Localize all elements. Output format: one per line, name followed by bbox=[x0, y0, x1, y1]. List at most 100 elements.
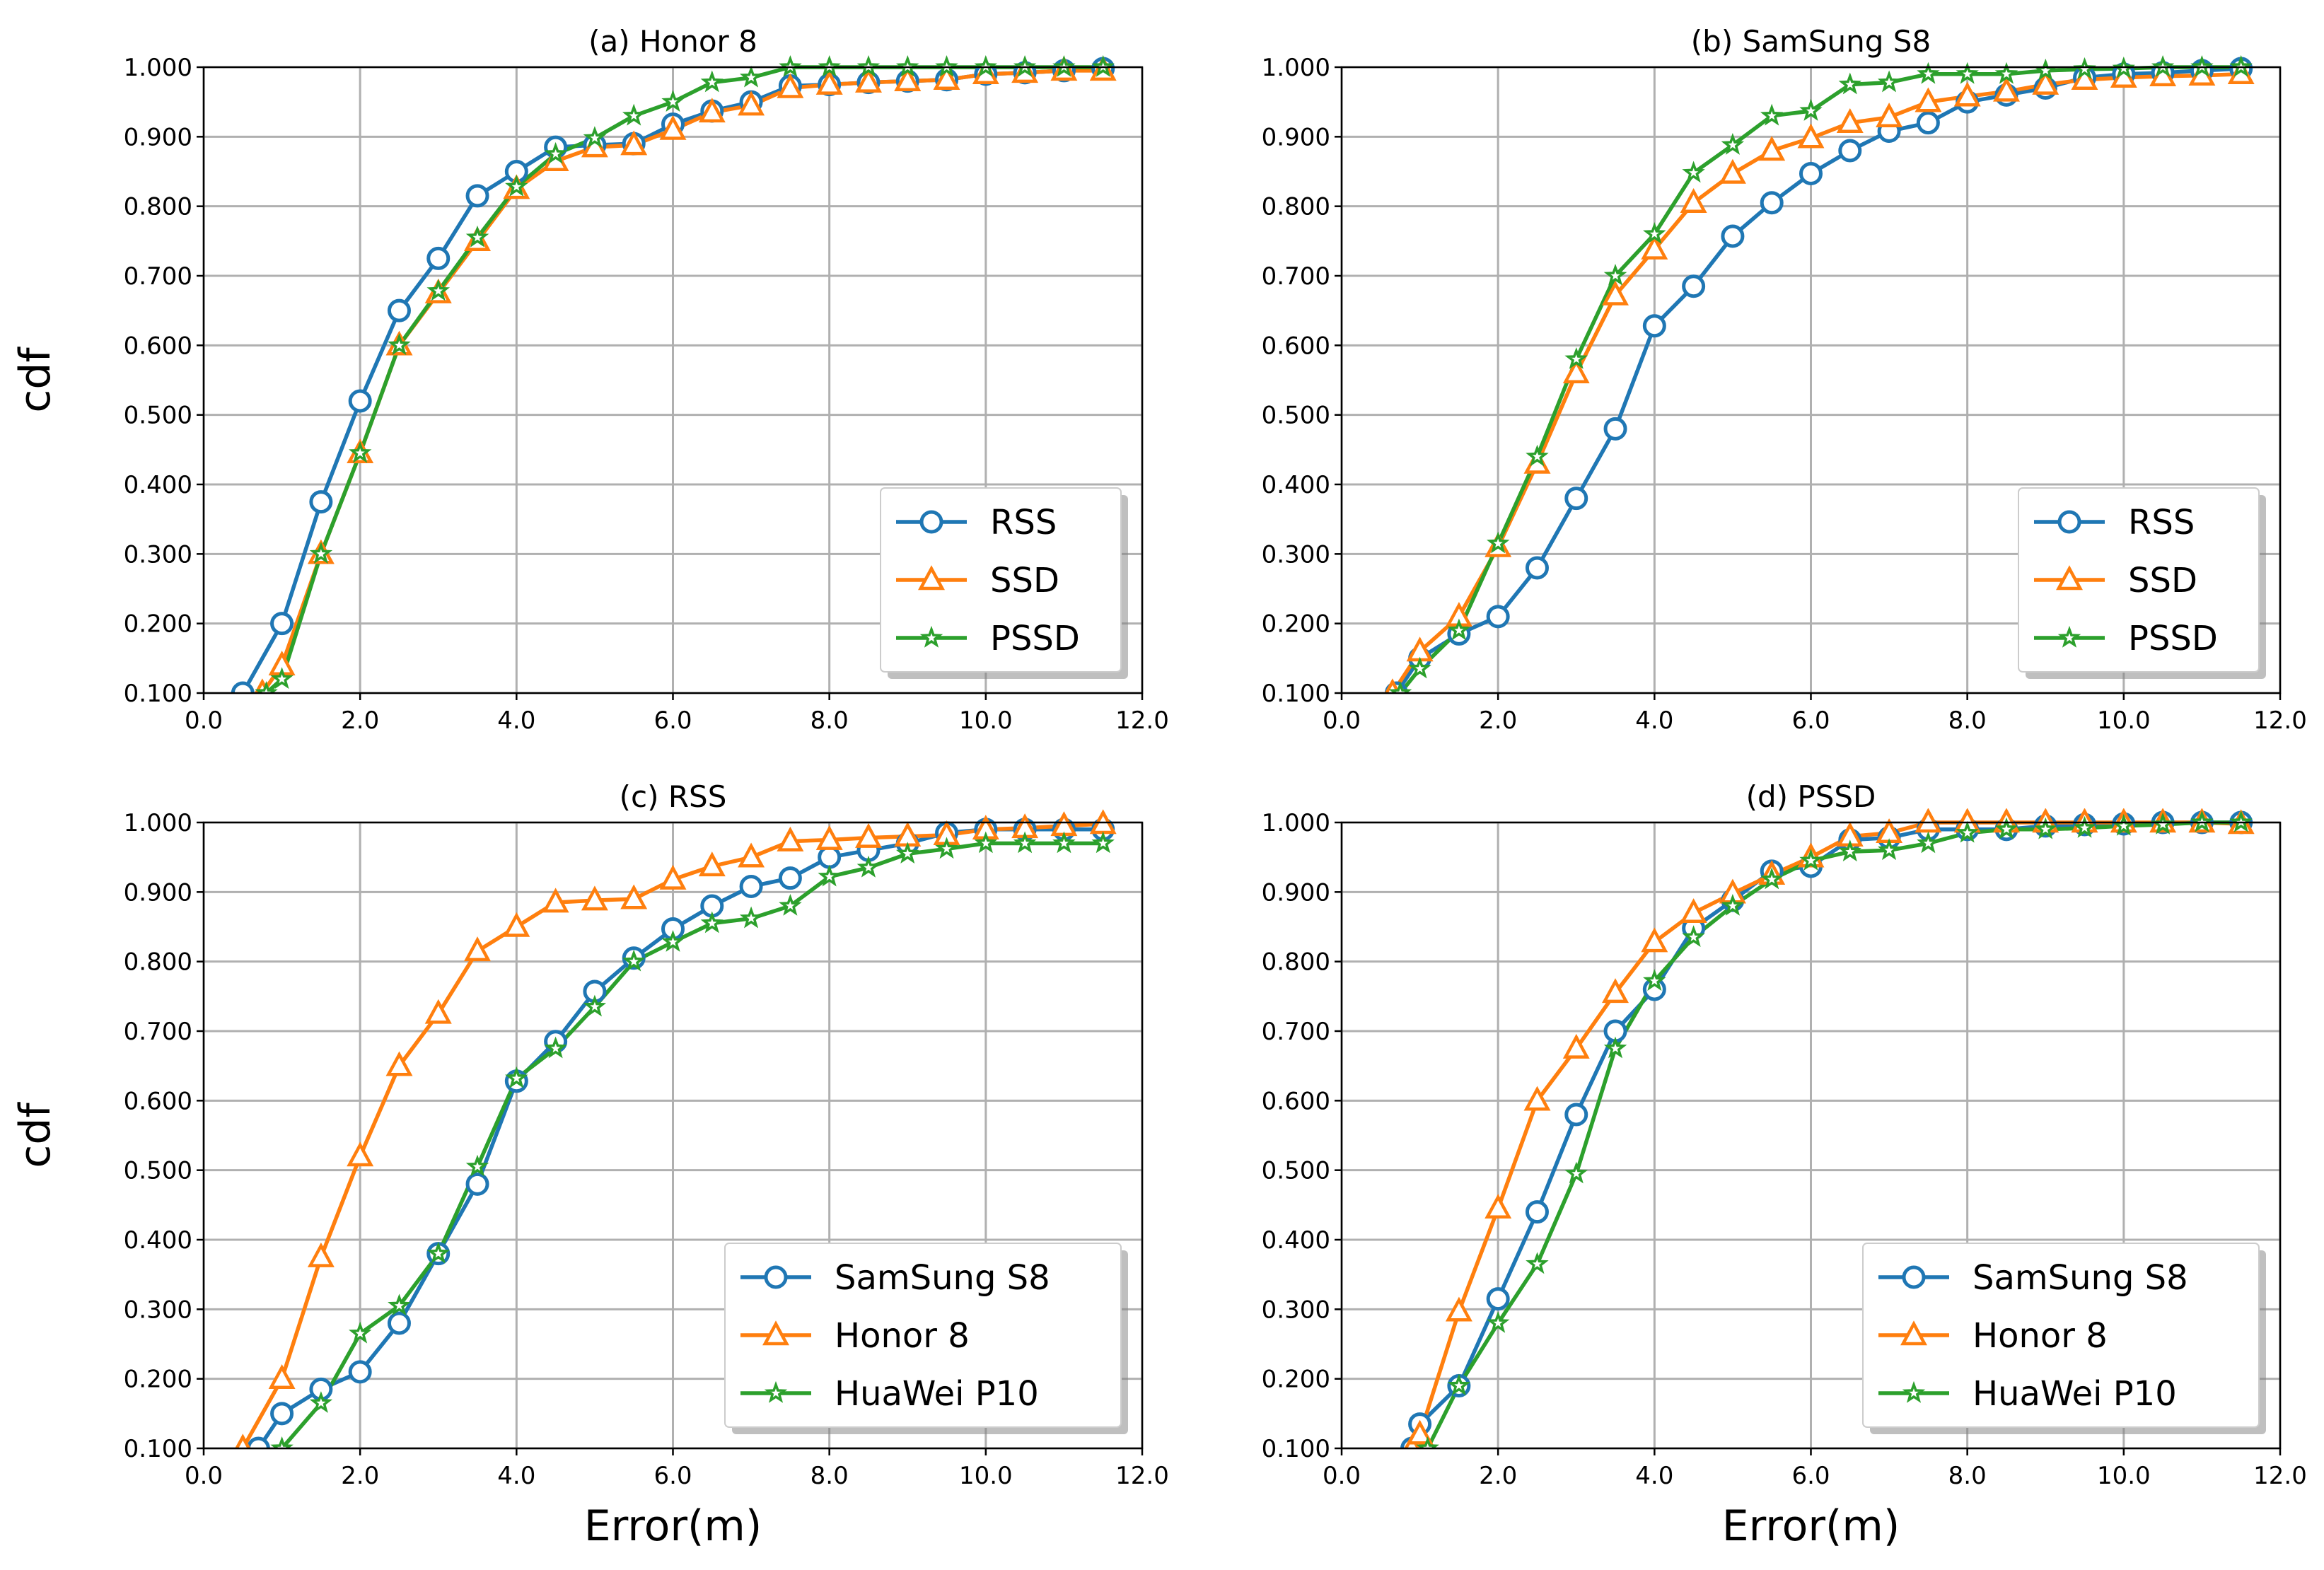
data-point-honor-8 bbox=[777, 826, 804, 851]
data-point-honor-8 bbox=[1680, 898, 1707, 924]
panel-b: 0.0 2.0 4.0 6.0 8.0 10.0 12.0 0.100 0.200 0.300 0.… bbox=[1262, 24, 2307, 735]
x-tick-label: 2.0 bbox=[341, 706, 379, 735]
data-point-pssd bbox=[1643, 221, 1666, 244]
x-tick-label: 8.0 bbox=[1948, 706, 1987, 735]
x-tick-label: 12.0 bbox=[2253, 1462, 2307, 1490]
data-point-pssd bbox=[1447, 618, 1471, 641]
data-point-ssd bbox=[1993, 76, 2020, 102]
x-tick-label: 4.0 bbox=[497, 706, 535, 735]
x-tick-label: 12.0 bbox=[1115, 706, 1169, 735]
data-point-huawei-p10 bbox=[1760, 867, 1784, 890]
data-point-huawei-p10 bbox=[1721, 893, 1745, 916]
data-point-rss bbox=[426, 246, 451, 270]
data-point-huawei-p10 bbox=[895, 842, 919, 864]
panel-c: 0.0 2.0 4.0 6.0 8.0 10.0 12.0 0.100 0.200 0.300 0.… bbox=[11, 779, 1169, 1551]
data-point-honor-8 bbox=[855, 822, 882, 848]
legend-marker-ssd bbox=[918, 565, 945, 591]
y-tick-label: 1.000 bbox=[1262, 809, 1330, 837]
data-point-ssd bbox=[2032, 69, 2059, 95]
data-point-ssd bbox=[1915, 87, 1942, 112]
data-point-ssd bbox=[815, 69, 843, 95]
legend: SamSung S8 Honor 8 HuaWei P10 bbox=[724, 1243, 1128, 1434]
data-point-huawei-p10 bbox=[544, 1036, 567, 1059]
x-tick-label: 2.0 bbox=[1479, 1462, 1517, 1490]
data-point-rss bbox=[1760, 191, 1784, 215]
data-point-ssd bbox=[1876, 103, 1903, 128]
panel-title: (b) SamSung S8 bbox=[1691, 24, 1931, 59]
x-tick-label: 10.0 bbox=[959, 1462, 1013, 1490]
data-point-rss bbox=[1603, 417, 1627, 441]
legend-label-rss: RSS bbox=[2128, 503, 2195, 542]
x-tick-label: 12.0 bbox=[1115, 1462, 1169, 1490]
data-point-pssd bbox=[465, 225, 489, 248]
data-point-huawei-p10 bbox=[1799, 849, 1823, 871]
legend-label-pssd: PSSD bbox=[2128, 619, 2218, 658]
data-point-huawei-p10 bbox=[1838, 839, 1862, 862]
data-point-pssd bbox=[349, 441, 372, 463]
legend-marker-ssd bbox=[2056, 565, 2083, 591]
y-tick-label: 0.800 bbox=[1262, 193, 1330, 221]
x-tick-label: 6.0 bbox=[653, 1462, 692, 1490]
data-point-pssd bbox=[1682, 161, 1705, 183]
data-point-samsung-s8 bbox=[1525, 1200, 1549, 1224]
y-tick-label: 0.300 bbox=[124, 540, 192, 569]
data-point-pssd bbox=[1956, 62, 1979, 84]
data-point-huawei-p10 bbox=[309, 1391, 333, 1413]
series-group bbox=[231, 54, 1117, 693]
data-point-rss bbox=[465, 184, 489, 208]
x-tick-label: 2.0 bbox=[341, 1462, 379, 1490]
panel-d: 0.0 2.0 4.0 6.0 8.0 10.0 12.0 0.100 0.200 0.300 0.… bbox=[1262, 779, 2307, 1551]
data-point-ssd bbox=[1719, 158, 1746, 184]
y-tick-label: 0.300 bbox=[124, 1296, 192, 1324]
y-tick-label: 0.900 bbox=[1262, 878, 1330, 907]
data-point-honor-8 bbox=[1562, 1033, 1590, 1059]
data-point-samsung-s8 bbox=[270, 1402, 294, 1426]
panel-title: (c) RSS bbox=[620, 779, 727, 814]
legend-label-honor-8: Honor 8 bbox=[835, 1316, 970, 1356]
data-point-honor-8 bbox=[503, 912, 530, 937]
data-point-pssd bbox=[1564, 347, 1588, 369]
legend-label-huawei-p10: HuaWei P10 bbox=[835, 1374, 1039, 1414]
data-point-honor-8 bbox=[268, 1363, 296, 1389]
legend-marker-honor-8 bbox=[762, 1320, 789, 1346]
legend-label-honor-8: Honor 8 bbox=[1973, 1316, 2108, 1356]
y-tick-label: 0.300 bbox=[1262, 540, 1330, 569]
data-point-samsung-s8 bbox=[465, 1172, 489, 1196]
data-point-huawei-p10 bbox=[1682, 925, 1705, 948]
series-line-huawei-p10 bbox=[280, 841, 1103, 1448]
y-tick-label: 0.600 bbox=[124, 1087, 192, 1115]
data-point-honor-8 bbox=[698, 851, 726, 877]
series-line-huawei-p10 bbox=[1426, 820, 2241, 1448]
data-point-huawei-p10 bbox=[1447, 1373, 1471, 1396]
x-tick-label: 6.0 bbox=[1791, 1462, 1830, 1490]
x-tick-label: 0.0 bbox=[1323, 706, 1361, 735]
data-point-rss bbox=[387, 298, 411, 322]
data-point-huawei-p10 bbox=[935, 837, 958, 859]
x-tick-label: 4.0 bbox=[1635, 706, 1673, 735]
data-point-rss bbox=[1721, 224, 1745, 248]
series-group bbox=[1400, 808, 2255, 1448]
data-point-rss bbox=[348, 389, 372, 413]
data-point-honor-8 bbox=[542, 888, 569, 913]
data-point-ssd bbox=[933, 64, 960, 90]
data-point-honor-8 bbox=[659, 864, 687, 890]
data-point-huawei-p10 bbox=[349, 1321, 372, 1344]
data-point-huawei-p10 bbox=[1564, 1161, 1588, 1184]
y-tick-label: 0.600 bbox=[124, 332, 192, 360]
legend: RSS SSD PSSD bbox=[2018, 487, 2266, 679]
data-point-pssd bbox=[583, 126, 607, 149]
y-tick-label: 0.200 bbox=[124, 610, 192, 639]
panel-title: (d) PSSD bbox=[1746, 779, 1876, 814]
data-point-samsung-s8 bbox=[1486, 1287, 1510, 1311]
data-point-rss bbox=[1525, 556, 1549, 580]
y-tick-label: 0.600 bbox=[1262, 1087, 1330, 1115]
legend-label-huawei-p10: HuaWei P10 bbox=[1973, 1374, 2177, 1414]
data-point-pssd bbox=[1799, 98, 1823, 121]
data-point-honor-8 bbox=[307, 1242, 335, 1267]
y-tick-label: 0.500 bbox=[1262, 1157, 1330, 1185]
data-point-pssd bbox=[388, 333, 411, 356]
data-point-ssd bbox=[894, 66, 922, 91]
y-tick-label: 0.200 bbox=[124, 1366, 192, 1394]
legend-label-samsung-s8: SamSung S8 bbox=[1973, 1258, 2188, 1298]
